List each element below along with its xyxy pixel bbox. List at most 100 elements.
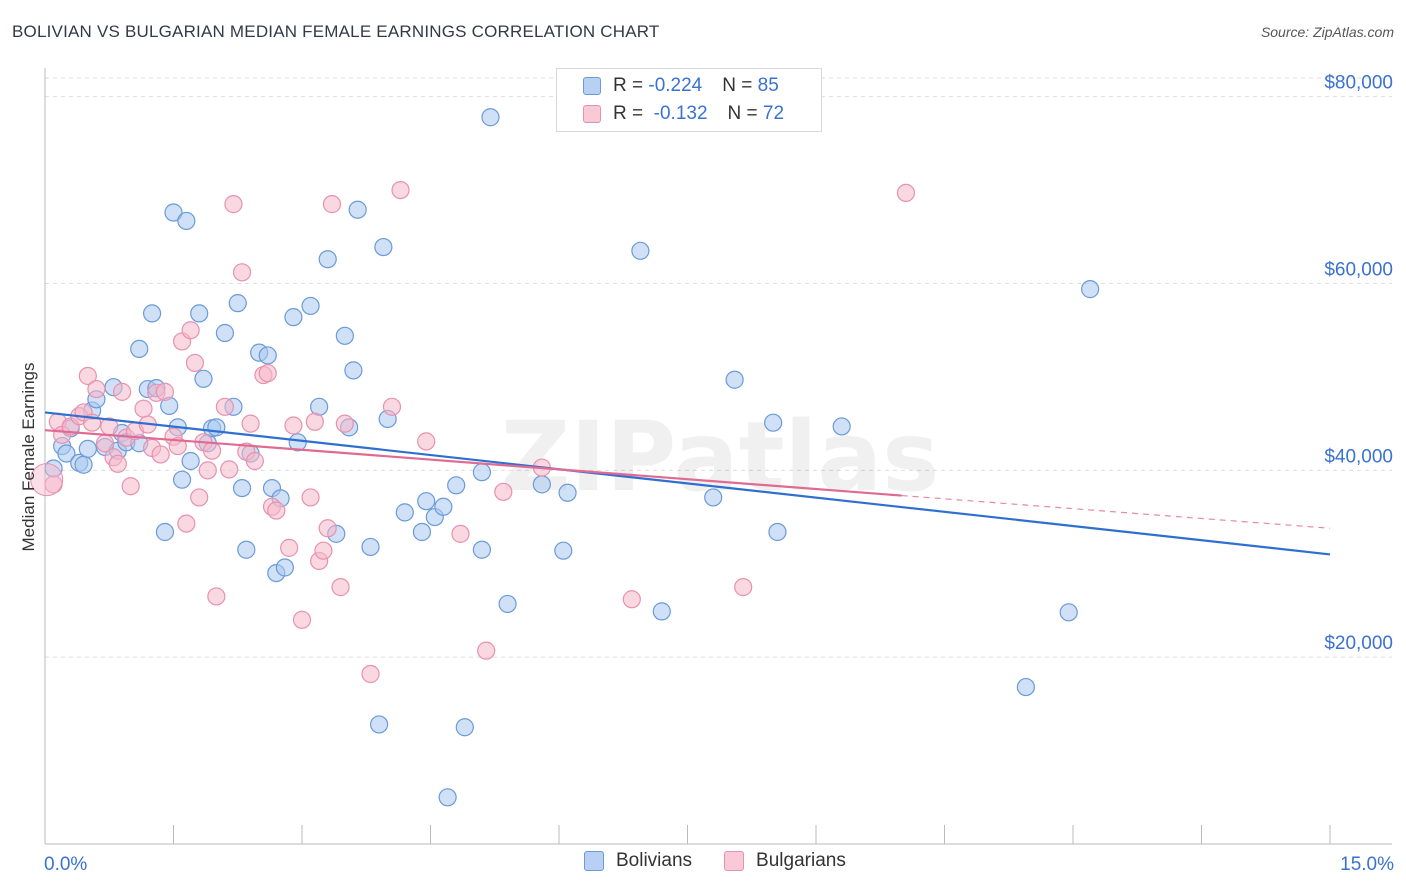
point-bolivians [652, 602, 671, 621]
point-bolivians [57, 444, 76, 463]
point-bulgarians [181, 321, 200, 340]
point-bolivians [258, 346, 277, 365]
point-bolivians [177, 211, 196, 231]
point-bolivians [725, 370, 744, 389]
trend-line-bolivians [44, 411, 1331, 556]
point-bulgarians [322, 195, 342, 214]
point-bulgarians [185, 353, 205, 373]
legend-item-bulgarians: Bulgarians [724, 850, 846, 872]
point-bulgarians [258, 364, 277, 383]
point-bolivians [498, 594, 517, 614]
point-bulgarians [207, 587, 226, 606]
point-bolivians [301, 296, 320, 316]
axis-labels: $20,000 $40,000 $60,000 $80,000 0.0% 15.0% Med… [19, 73, 1394, 875]
point-bulgarians [361, 664, 380, 684]
point-bolivians [481, 108, 500, 127]
point-bolivians [417, 492, 436, 511]
point-bulgarians [305, 412, 324, 431]
point-bulgarians [451, 524, 470, 543]
point-bolivians [447, 476, 466, 495]
point-bulgarians [301, 488, 320, 507]
point-bulgarians [177, 514, 196, 533]
chart-title: BOLIVIAN VS BULGARIAN MEDIAN FEMALE EARN… [12, 22, 660, 41]
grid-lines [45, 77, 1392, 658]
legend-swatch-bolivians [584, 851, 604, 871]
legend-swatch-bolivians [583, 77, 601, 95]
point-bolivians [395, 503, 414, 522]
point-bulgarians [267, 501, 286, 520]
point-bolivians [344, 361, 363, 380]
point-bolivians [232, 478, 252, 498]
point-bulgarians [112, 382, 132, 401]
point-bolivians [164, 203, 183, 222]
point-bulgarians [151, 445, 170, 464]
legend-label-bulgarians: Bulgarians [756, 850, 846, 871]
axes [44, 68, 1392, 845]
point-bolivians [181, 451, 200, 471]
point-bulgarians [155, 382, 175, 401]
point-bulgarians [331, 578, 350, 597]
point-bolivians [237, 540, 256, 559]
point-bolivians [438, 788, 457, 807]
y-tick-label: $80,000 [1324, 73, 1393, 94]
trend-lines [44, 411, 1331, 556]
y-tick-label: $40,000 [1324, 446, 1393, 467]
point-bulgarians [220, 460, 239, 479]
point-bolivians [130, 339, 149, 359]
point-bulgarians [245, 451, 264, 471]
point-bolivians [434, 497, 453, 516]
x-tick-label: 0.0% [44, 854, 87, 875]
point-bulgarians [284, 416, 303, 435]
series-legend: Bolivians Bulgarians [584, 850, 878, 872]
point-bolivians [194, 369, 213, 388]
point-bolivians [472, 540, 491, 559]
point-bolivians [284, 308, 303, 327]
point-bulgarians [241, 414, 260, 433]
trend-line-bulgarians-extension [901, 494, 1331, 529]
legend-row-bulgarians: R = -0.132 N = 72 [583, 101, 784, 127]
point-bolivians [275, 558, 294, 577]
point-bolivians [554, 541, 573, 560]
point-bolivians [361, 537, 380, 557]
point-bulgarians [202, 441, 222, 460]
legend-r-label: R = [613, 103, 649, 124]
point-bolivians [155, 522, 175, 542]
point-bulgarians [896, 183, 916, 202]
x-tick-label: 15.0% [1340, 854, 1394, 875]
legend-swatch-bulgarians [583, 105, 601, 123]
point-bolivians [1059, 603, 1078, 622]
point-bolivians [318, 250, 337, 269]
point-bolivians [374, 237, 393, 257]
point-bolivians [142, 304, 162, 323]
legend-r-value: -0.224 [648, 75, 703, 96]
point-bolivians [768, 522, 787, 542]
point-bulgarians [314, 541, 333, 560]
point-bolivians [412, 522, 432, 542]
point-bulgarians [87, 379, 106, 399]
point-bulgarians [734, 578, 753, 597]
point-bulgarians [318, 519, 337, 538]
point-bolivians [190, 304, 209, 323]
source-label: Source: ZipAtlas.com [1260, 24, 1394, 40]
point-cluster [30, 463, 64, 497]
legend-item-bolivians: Bolivians [584, 850, 692, 872]
point-bolivians [348, 200, 367, 219]
point-bolivians [472, 463, 491, 482]
point-bulgarians [190, 488, 209, 507]
point-bolivians [631, 241, 650, 260]
legend-r-value: -0.132 [648, 103, 708, 124]
point-bulgarians [108, 454, 127, 473]
point-bolivians [370, 715, 389, 734]
legend-n-label: N = [727, 103, 763, 124]
legend-label-bolivians: Bolivians [616, 850, 693, 871]
point-bulgarians [232, 263, 252, 282]
point-bulgarians [335, 414, 354, 433]
y-tick-label: $20,000 [1324, 633, 1393, 654]
y-axis-title: Median Female Earnings [19, 363, 38, 552]
point-bolivians [832, 417, 851, 436]
point-bolivians [1016, 677, 1035, 697]
point-bolivians [215, 323, 234, 343]
point-bulgarians [417, 432, 436, 451]
point-bulgarians [215, 397, 234, 416]
point-bulgarians [292, 610, 312, 629]
